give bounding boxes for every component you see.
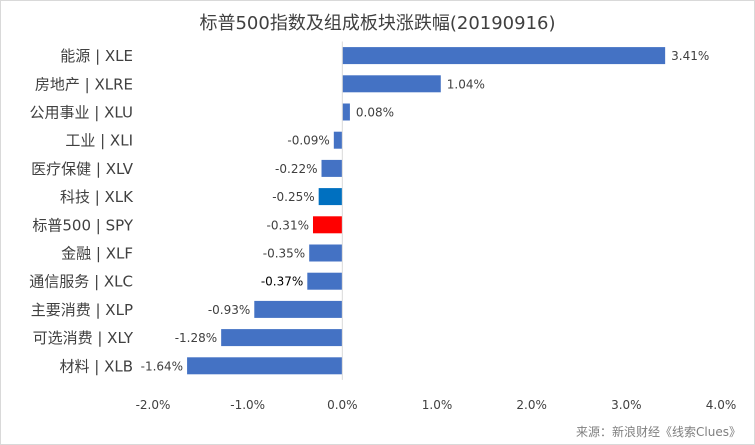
bar [221,329,343,347]
data-label: -1.28% [175,331,217,345]
x-tick-label: 3.0% [611,398,642,412]
chart-title: 标普500指数及组成板块涨跌幅(20190916) [199,13,556,34]
data-label: -0.93% [208,303,250,317]
x-tick-label: 1.0% [422,398,453,412]
bar [254,300,343,318]
data-label: -0.31% [267,218,309,232]
category-label: 房地产 | XLRE [35,75,133,93]
data-label: 1.04% [447,77,485,91]
category-label: 材料 | XLB [59,357,133,375]
category-label: 能源 | XLE [60,47,133,65]
bar [333,131,343,149]
data-label: 3.41% [671,49,709,63]
bar [321,159,343,177]
category-label: 金融 | XLF [61,245,133,263]
category-label: 可选消费 | XLY [33,329,134,347]
data-label: -0.09% [287,134,329,148]
bar [307,272,343,290]
data-label: -0.22% [275,162,317,176]
category-labels-group: 能源 | XLE 房地产 | XLRE 公用事业 | XLU 工业 | XLI 医疗保健… [29,47,134,375]
data-label: -0.25% [272,190,314,204]
data-label: -1.64% [141,359,183,373]
x-tick-label: 4.0% [706,398,737,412]
category-label: 科技 | XLK [60,188,134,206]
x-tick-label: -2.0% [136,398,171,412]
bar [342,103,350,121]
bar [342,47,666,65]
category-label: 标普500 | SPY [32,216,133,234]
bar [309,244,343,262]
data-label: 0.08% [356,106,394,120]
data-label: -0.37% [261,275,303,289]
category-label: 公用事业 | XLU [30,104,133,122]
x-tick-labels-group: -2.0% -1.0% 0.0% 1.0% 2.0% 3.0% 4.0% [136,398,737,412]
bars-group [187,47,666,375]
bar [187,357,343,375]
bar [342,75,441,93]
category-label: 医疗保健 | XLV [31,160,134,178]
x-tick-label: 2.0% [516,398,547,412]
x-tick-label: 0.0% [327,398,358,412]
data-labels-group: 3.41% 1.04% 0.08% -0.09% -0.22% -0.25% -0.31% -… [141,49,710,373]
category-label: 主要消费 | XLP [31,301,133,319]
x-tick-label: -1.0% [230,398,265,412]
category-label: 通信服务 | XLC [29,273,133,291]
category-label: 工业 | XLI [65,132,133,150]
bar [312,216,343,234]
data-label: -0.35% [263,247,305,261]
source-note: 来源：新浪财经《线索Clues》 [576,425,741,439]
bar [318,188,343,206]
